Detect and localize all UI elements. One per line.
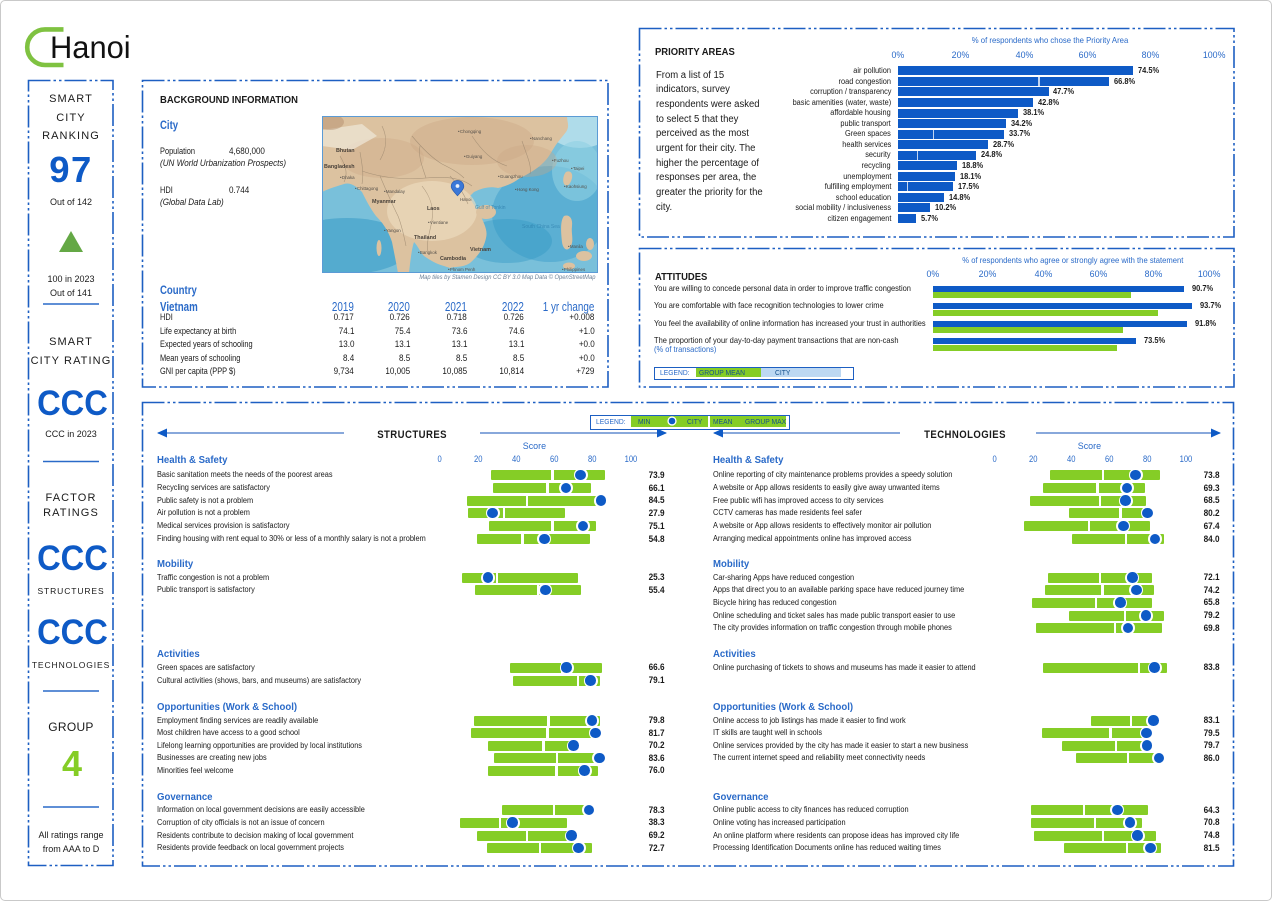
svg-text:Hanoi: Hanoi: [460, 197, 471, 202]
svg-text:• Nanchang: • Nanchang: [530, 136, 552, 141]
svg-text:• Manila: • Manila: [568, 244, 583, 249]
svg-text:Bangladesh: Bangladesh: [324, 164, 355, 170]
svg-text:• Phnom Penh: • Phnom Penh: [448, 267, 476, 272]
svg-text:• Guiyang: • Guiyang: [464, 154, 483, 159]
svg-text:• Philippines: • Philippines: [562, 267, 586, 272]
svg-text:• Fuzhou: • Fuzhou: [552, 158, 569, 163]
svg-text:Bhutan: Bhutan: [336, 148, 355, 154]
svg-text:South China Sea: South China Sea: [522, 224, 560, 230]
svg-text:Laos: Laos: [427, 206, 440, 212]
svg-text:Myanmar: Myanmar: [372, 199, 397, 205]
svg-text:• Chongqing: • Chongqing: [458, 129, 482, 134]
svg-text:• Mandalay: • Mandalay: [384, 189, 406, 194]
svg-text:Thailand: Thailand: [414, 235, 436, 241]
svg-text:• Bangkok: • Bangkok: [418, 250, 438, 255]
svg-text:• Taipei: • Taipei: [571, 166, 584, 171]
svg-text:Gulf of Tonkin: Gulf of Tonkin: [475, 205, 506, 211]
svg-text:• Guangzhou: • Guangzhou: [498, 174, 523, 179]
svg-text:• Vientiane: • Vientiane: [428, 220, 449, 225]
svg-text:• Yangon: • Yangon: [384, 228, 401, 233]
svg-text:Cambodia: Cambodia: [440, 256, 467, 262]
svg-text:• Dhaka: • Dhaka: [340, 175, 355, 180]
svg-text:• Chittagong: • Chittagong: [355, 186, 379, 191]
svg-text:Vietnam: Vietnam: [470, 247, 491, 253]
svg-text:• Hong Kong: • Hong Kong: [515, 187, 539, 192]
svg-text:• Kaohsiung: • Kaohsiung: [564, 184, 587, 189]
